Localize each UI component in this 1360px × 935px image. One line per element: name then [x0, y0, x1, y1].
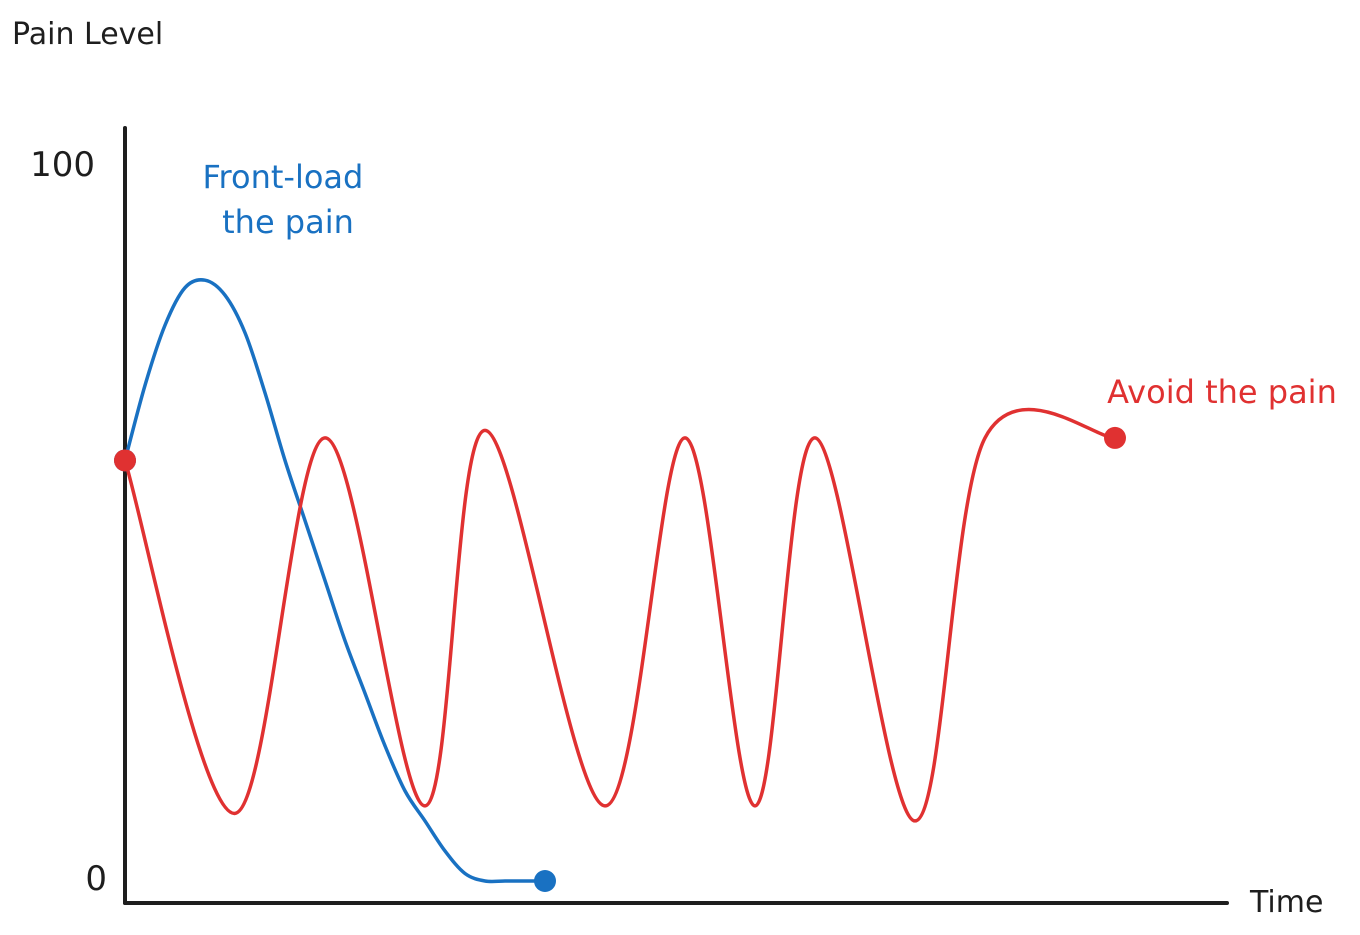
series-line-0 — [123, 278, 547, 884]
series-label-front-load-line-1: Front-load — [202, 158, 363, 196]
marker-layer — [114, 426, 1126, 892]
y-axis-label: Pain Level — [12, 17, 163, 52]
series-end-marker-0 — [534, 870, 556, 892]
y-tick-label-max: 100 — [30, 145, 95, 185]
series-label-front-load: Front-load the pain — [202, 158, 373, 241]
y-tick-label-min: 0 — [85, 859, 107, 899]
series-layer — [123, 278, 1117, 884]
series-start-marker-1 — [114, 449, 136, 472]
x-axis-label: Time — [1249, 885, 1323, 920]
series-line-1 — [123, 407, 1117, 823]
series-label-avoid: Avoid the pain — [1107, 373, 1337, 411]
series-label-front-load-line-2: the pain — [222, 203, 354, 241]
series-end-marker-1 — [1104, 426, 1126, 449]
